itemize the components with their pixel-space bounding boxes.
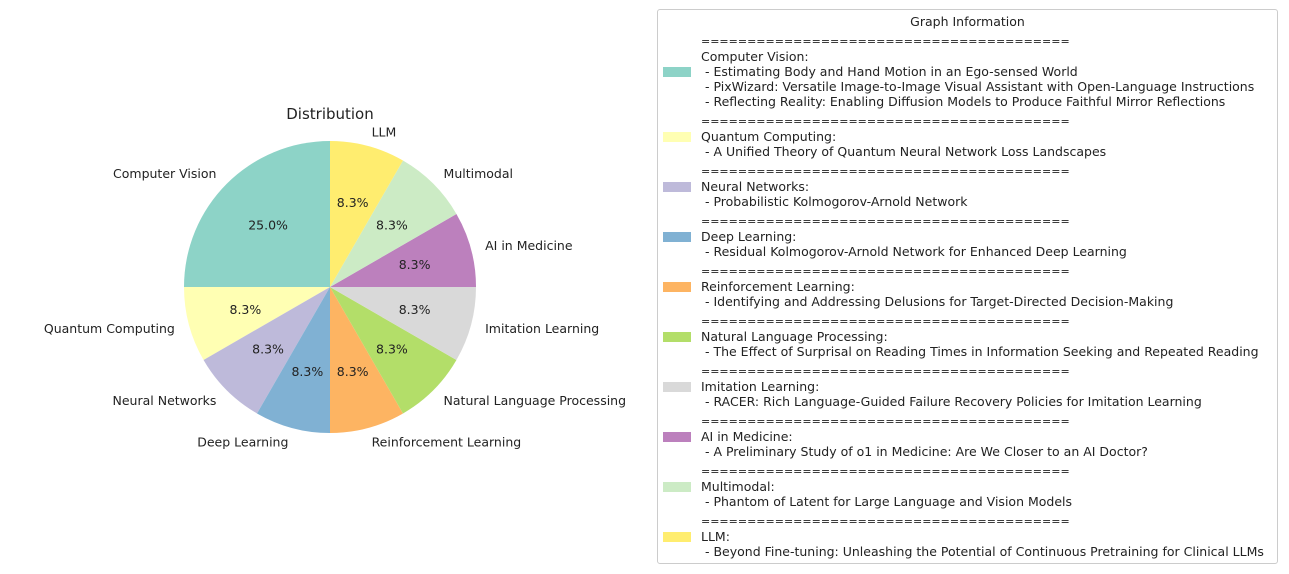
legend-separator: ========================================: [701, 115, 1070, 128]
legend-paper-title: - A Unified Theory of Quantum Neural Net…: [701, 144, 1107, 159]
legend-swatch: [663, 182, 691, 192]
slice-percent-label: 8.3%: [291, 364, 323, 379]
legend-paper-title: - Reflecting Reality: Enabling Diffusion…: [701, 94, 1226, 109]
legend-paper-title: - Estimating Body and Hand Motion in an …: [701, 64, 1078, 79]
pie-slice: [330, 287, 457, 414]
legend: Graph Information ======================…: [657, 9, 1278, 564]
pie-slice: [330, 287, 403, 433]
legend-swatch: [663, 67, 691, 77]
slice-category-label: Reinforcement Learning: [372, 435, 522, 450]
legend-separator: ========================================: [701, 215, 1070, 228]
legend-swatch: [663, 232, 691, 242]
legend-category: Neural Networks:: [701, 179, 810, 194]
slice-category-label: AI in Medicine: [485, 238, 573, 253]
pie-slice: [203, 287, 330, 414]
slice-category-label: Quantum Computing: [44, 321, 175, 336]
pie-slice: [330, 160, 457, 287]
slice-percent-label: 8.3%: [376, 341, 408, 356]
legend-swatch: [663, 282, 691, 292]
legend-swatch: [663, 482, 691, 492]
legend-separator: ========================================: [701, 265, 1070, 278]
pie-slice: [330, 214, 476, 287]
slice-category-label: Natural Language Processing: [444, 393, 627, 408]
slice-category-label: LLM: [372, 124, 397, 139]
legend-category: Quantum Computing:: [701, 129, 837, 144]
legend-swatch: [663, 382, 691, 392]
legend-paper-title: - Probabilistic Kolmogorov-Arnold Networ…: [701, 194, 968, 209]
legend-separator: ========================================: [701, 315, 1070, 328]
slice-percent-label: 8.3%: [337, 364, 369, 379]
slice-category-label: Deep Learning: [197, 435, 288, 450]
legend-category: Computer Vision:: [701, 49, 809, 64]
legend-separator: ========================================: [701, 35, 1070, 48]
pie-slice: [330, 287, 476, 360]
pie-slice: [257, 287, 330, 433]
legend-swatch: [663, 132, 691, 142]
chart-title: Distribution: [286, 105, 374, 123]
legend-paper-title: - A Preliminary Study of o1 in Medicine:…: [701, 444, 1148, 459]
legend-separator: ========================================: [701, 165, 1070, 178]
slice-percent-label: 8.3%: [252, 341, 284, 356]
slice-percent-label: 8.3%: [230, 302, 262, 317]
legend-paper-title: - RACER: Rich Language-Guided Failure Re…: [701, 394, 1202, 409]
slice-category-label: Imitation Learning: [485, 321, 599, 336]
legend-category: Multimodal:: [701, 479, 775, 494]
legend-separator: ========================================: [701, 465, 1070, 478]
legend-category: Natural Language Processing:: [701, 329, 888, 344]
slice-category-label: Neural Networks: [113, 393, 217, 408]
legend-swatch: [663, 432, 691, 442]
slice-category-label: Computer Vision: [113, 166, 216, 181]
legend-separator: ========================================: [701, 365, 1070, 378]
pie-slice: [184, 287, 330, 360]
slice-percent-label: 8.3%: [399, 257, 431, 272]
legend-paper-title: - Beyond Fine-tuning: Unleashing the Pot…: [701, 544, 1264, 559]
legend-separator: ========================================: [701, 415, 1070, 428]
legend-category: Deep Learning:: [701, 229, 797, 244]
legend-paper-title: - Identifying and Addressing Delusions f…: [701, 294, 1174, 309]
legend-paper-title: - Phantom of Latent for Large Language a…: [701, 494, 1073, 509]
legend-swatch: [663, 332, 691, 342]
legend-paper-title: - Residual Kolmogorov-Arnold Network for…: [701, 244, 1127, 259]
legend-category: Imitation Learning:: [701, 379, 820, 394]
legend-separator: ========================================: [701, 515, 1070, 528]
slice-category-label: Multimodal: [444, 166, 513, 181]
pie-chart: Distribution 25.0% 8.3% 8.3% 8.3% 8.3% 8.3% 8.…: [44, 105, 627, 450]
slice-percent-label: 8.3%: [399, 302, 431, 317]
slice-percent-label: 8.3%: [376, 218, 408, 233]
legend-title: Graph Information: [910, 14, 1025, 29]
legend-paper-title: - PixWizard: Versatile Image-to-Image Vi…: [701, 79, 1255, 94]
legend-category: Reinforcement Learning:: [701, 279, 855, 294]
pie-slice: [330, 141, 403, 287]
legend-swatch: [663, 532, 691, 542]
legend-category: AI in Medicine:: [701, 429, 793, 444]
pie-slice: [184, 141, 330, 287]
legend-category: LLM:: [701, 529, 730, 544]
slice-percent-label: 25.0%: [248, 218, 288, 233]
slice-percent-label: 8.3%: [337, 195, 369, 210]
legend-paper-title: - The Effect of Surprisal on Reading Tim…: [701, 344, 1259, 359]
